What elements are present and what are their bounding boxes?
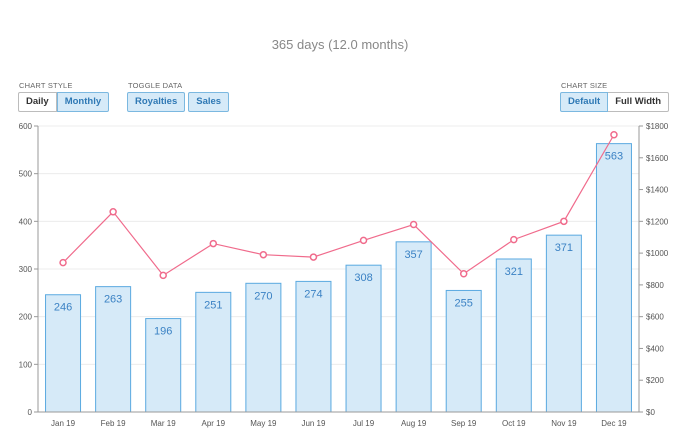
bar-mar-19 [145,318,182,413]
toggle-data-label: TOGGLE DATA [128,81,183,90]
line-point [309,253,318,261]
y-right-tick-label: $200 [646,376,664,385]
line-point [259,250,268,259]
line-point [459,270,468,278]
x-tick-label: Dec 19 [601,419,627,428]
y-right-tick-label: $0 [646,408,655,417]
x-tick-label: Nov 19 [551,419,577,428]
x-tick-label: Feb 19 [101,419,126,428]
x-tick-label: Jan 19 [51,419,76,428]
x-tick-label: Jul 19 [353,419,375,428]
chart-style-label: CHART STYLE [19,81,73,90]
bar-value-label: 563 [605,151,623,163]
x-tick-label: Oct 19 [502,419,526,428]
daily-button[interactable]: Daily [18,92,57,112]
y-left-tick-label: 600 [19,122,33,131]
line-point [610,130,618,139]
bar-value-label: 196 [154,326,172,338]
y-left-tick-label: 500 [19,170,33,179]
full-width-button[interactable]: Full Width [608,92,670,112]
chart-size-toggle: Default Full Width [560,92,670,112]
y-left-tick-label: 0 [28,408,33,417]
bar-layer [45,143,632,413]
bar-jun-19 [295,280,332,413]
y-left-tick-label: 300 [19,265,33,274]
label-layer: 246 263 196 251 270 274 308 357 255 321 371 563 [54,151,623,338]
bar-may-19 [245,282,282,413]
bar-value-label: 274 [304,288,322,300]
line-point [159,271,167,280]
y-right-tick-label: $400 [646,344,664,353]
bar-value-label: 371 [555,242,573,254]
bar-nov-19 [545,234,582,413]
y-right-tick-label: $1000 [646,249,669,258]
toggle-data-group: Royalties Sales [127,92,230,112]
line-point [510,235,518,244]
page-title: 365 days (12.0 months) [271,37,409,52]
x-tick-label: Mar 19 [151,419,176,428]
sales-toggle-button[interactable]: Sales [188,92,230,112]
axis-layer: 0 100 200 300 400 500 600 $0 $200 $400 $600 $800 $10… [19,122,669,428]
bar-aug-19 [395,241,432,413]
y-left-tick-label: 100 [19,360,33,369]
chart-style-toggle: Daily Monthly [18,92,110,112]
line-layer [59,130,618,280]
bar-jul-19 [345,264,382,413]
x-tick-label: Aug 19 [401,419,427,428]
default-size-button[interactable]: Default [560,92,609,112]
y-right-tick-label: $1200 [646,217,669,226]
bar-dec-19 [595,143,632,413]
line-point [59,258,67,267]
monthly-button[interactable]: Monthly [56,92,110,112]
x-tick-label: Jun 19 [301,419,326,428]
bar-value-label: 270 [254,290,272,302]
line-point [409,220,418,229]
x-tick-label: May 19 [250,419,277,428]
bar-value-label: 251 [204,299,222,311]
royalties-toggle-button[interactable]: Royalties [127,92,186,112]
y-left-tick-label: 200 [19,313,33,322]
bar-sep-19 [445,289,482,413]
royalties-line [62,134,615,277]
bar-value-label: 246 [54,302,72,314]
bar-value-label: 321 [505,266,523,278]
line-point [209,239,218,248]
bar-oct-19 [495,258,532,413]
bar-value-label: 357 [404,249,422,261]
y-right-tick-label: $1400 [646,186,669,195]
x-tick-label: Sep 19 [451,419,477,428]
y-right-tick-label: $1600 [646,154,669,163]
chart-size-label: CHART SIZE [561,81,608,90]
bar-apr-19 [195,291,232,413]
line-point [109,208,117,216]
x-tick-label: Apr 19 [202,419,226,428]
bar-value-label: 255 [455,297,473,309]
bar-value-label: 308 [354,272,372,284]
y-left-tick-label: 400 [19,217,33,226]
bar-value-label: 263 [104,294,122,306]
y-right-tick-label: $800 [646,281,664,290]
y-right-tick-label: $1800 [646,122,669,131]
line-point [560,217,568,226]
y-right-tick-label: $600 [646,313,664,322]
line-point [359,236,368,245]
